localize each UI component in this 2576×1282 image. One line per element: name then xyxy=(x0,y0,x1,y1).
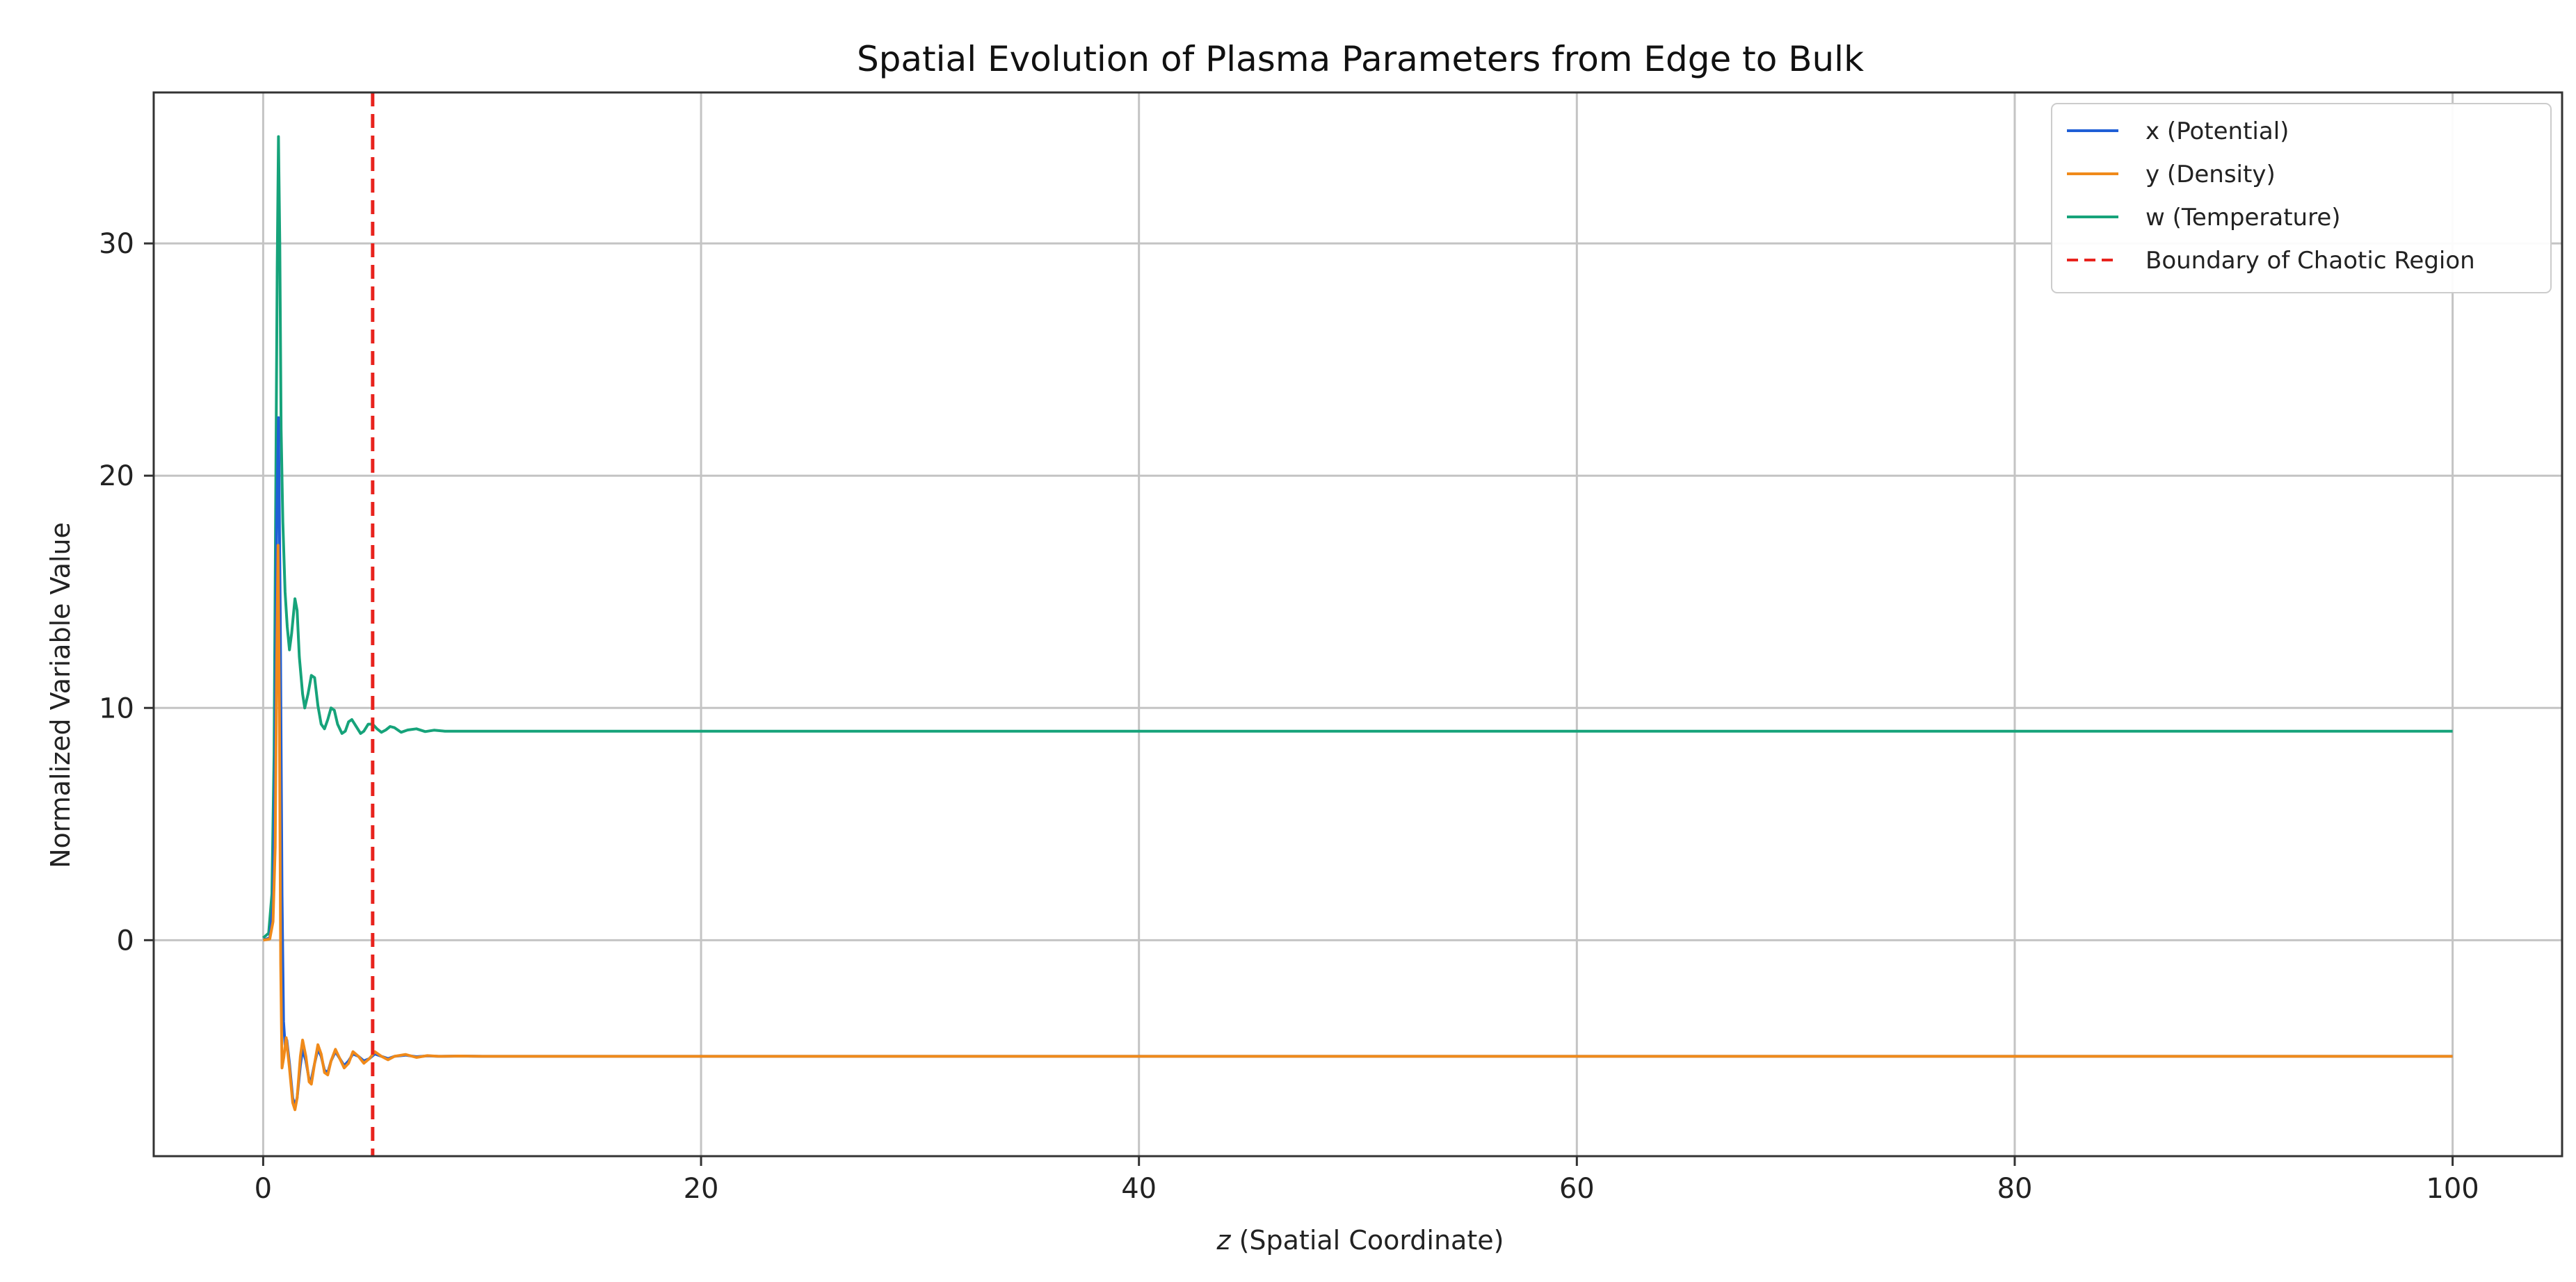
legend: x (Potential) y (Density) w (Temperature) B… xyxy=(2051,103,2552,293)
y-tick-label: 20 xyxy=(99,460,134,492)
x-tick-label: 80 xyxy=(1997,1173,2033,1205)
series-line-w-2 xyxy=(262,135,2453,939)
legend-label: Boundary of Chaotic Region xyxy=(2146,247,2475,275)
x-tick-label: 20 xyxy=(684,1173,719,1205)
y-tick-label: 30 xyxy=(99,228,134,260)
y-axis-label: Normalized Variable Value xyxy=(45,522,76,868)
series-line-y-1 xyxy=(263,544,2453,1112)
axis-ticks: 0 20 40 60 80 100 0 10 20 30 xyxy=(99,228,2479,1205)
chart-title: Spatial Evolution of Plasma Parameters f… xyxy=(857,39,1864,79)
plot-frame xyxy=(152,91,2563,1158)
legend-label: w (Temperature) xyxy=(2146,204,2341,232)
y-tick-label: 10 xyxy=(99,692,134,724)
x-tick-label: 0 xyxy=(255,1173,272,1205)
y-tick-label: 0 xyxy=(117,925,134,957)
legend-label: x (Potential) xyxy=(2146,117,2289,145)
x-axis-label-italic: z xyxy=(1216,1225,1232,1256)
x-tick-label: 60 xyxy=(1559,1173,1595,1205)
x-axis-label: z (Spatial Coordinate) xyxy=(1216,1225,1504,1256)
x-tick-label: 40 xyxy=(1121,1173,1157,1205)
x-axis-label-text: (Spatial Coordinate) xyxy=(1231,1225,1504,1256)
legend-box xyxy=(2051,103,2552,293)
legend-entries: x (Potential) y (Density) w (Temperature) B… xyxy=(2067,117,2475,275)
legend-label: y (Density) xyxy=(2146,161,2276,188)
series-lines xyxy=(262,135,2453,1112)
x-tick-label: 100 xyxy=(2426,1173,2479,1205)
